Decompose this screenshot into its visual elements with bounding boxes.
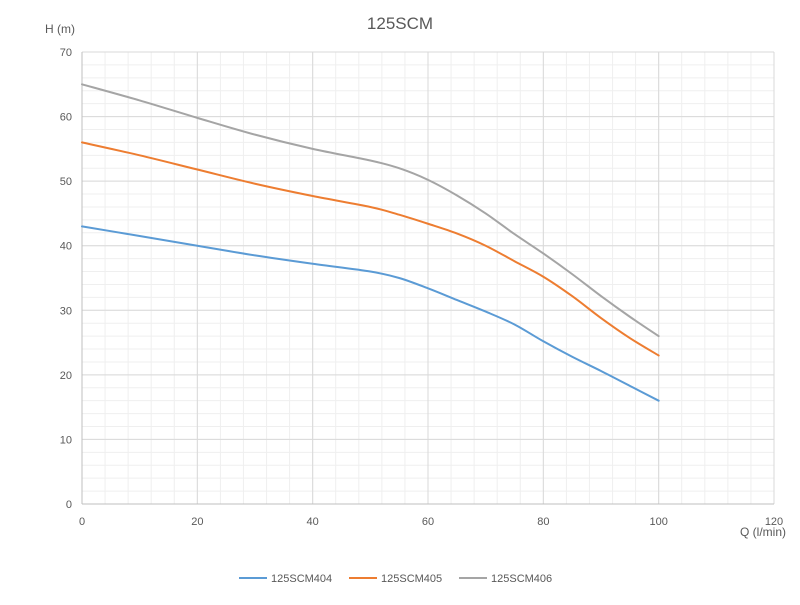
y-tick-label: 30 [60,305,72,317]
series-line-125scm404 [81,225,660,402]
legend-item-125scm405: 125SCM405 [349,573,442,585]
y-tick-label: 60 [60,112,72,124]
legend-label: 125SCM406 [491,573,552,585]
x-tick-label: 100 [649,516,667,528]
chart-title: 125SCM [367,14,433,33]
series-line-125scm406 [81,83,660,338]
x-tick-label: 20 [191,516,203,528]
legend: 125SCM404 125SCM405 125SCM406 [239,573,552,585]
x-tick-label: 60 [422,516,434,528]
y-tick-label: 70 [60,47,72,59]
y-tick-label: 10 [60,434,72,446]
x-tick-label: 120 [765,516,783,528]
tick-labels: 0 20 40 60 80 100 120 0 10 20 30 40 50 60 70 [60,47,783,528]
x-tick-label: 80 [537,516,549,528]
axes [81,52,774,505]
y-tick-label: 40 [60,241,72,253]
x-tick-label: 40 [307,516,319,528]
x-tick-label: 0 [79,516,85,528]
series-line-125scm405 [81,141,660,357]
series-lines [81,83,660,402]
y-tick-label: 0 [66,499,72,511]
y-tick-label: 20 [60,370,72,382]
y-axis-label: H (m) [45,22,75,36]
legend-label: 125SCM404 [271,573,332,585]
legend-item-125scm404: 125SCM404 [239,573,332,585]
legend-item-125scm406: 125SCM406 [459,573,552,585]
legend-label: 125SCM405 [381,573,442,585]
y-tick-label: 50 [60,176,72,188]
x-axis-label: Q (l/min) [740,525,786,539]
